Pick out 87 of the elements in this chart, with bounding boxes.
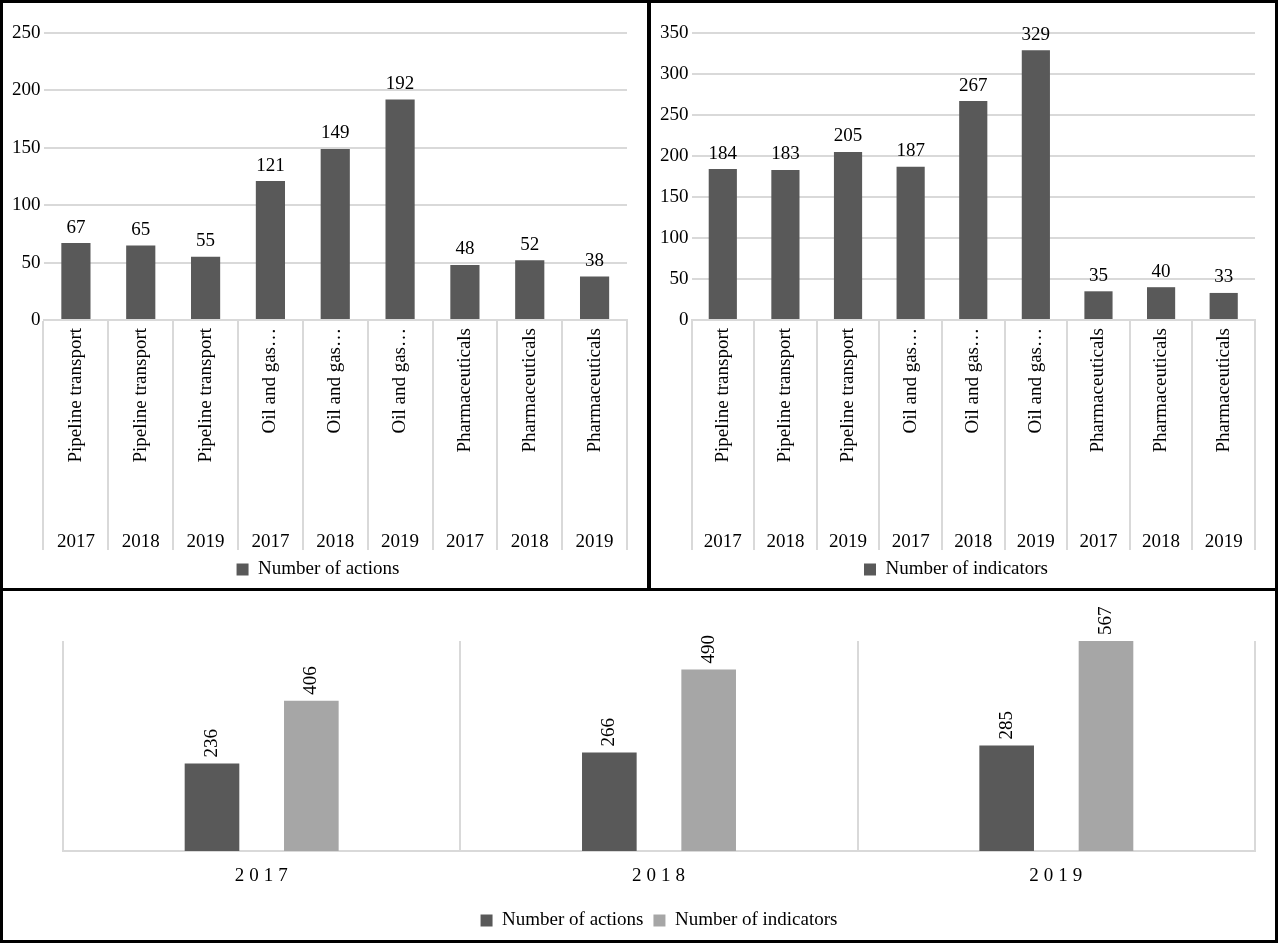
legend-label: Number of actions xyxy=(258,557,400,579)
data-label: 236 xyxy=(199,729,221,758)
bar xyxy=(1209,292,1238,319)
y-tick-label: 50 xyxy=(21,250,41,272)
y-tick-label: 350 xyxy=(660,20,689,42)
bar xyxy=(1147,287,1176,319)
data-label: 285 xyxy=(994,710,1016,740)
data-label: 205 xyxy=(833,124,863,146)
data-label: 40 xyxy=(1151,259,1171,281)
category-label: Oil and gas… 2018 xyxy=(316,328,355,551)
data-label: 48 xyxy=(455,237,475,259)
y-tick-label: 100 xyxy=(12,193,41,215)
bar xyxy=(1084,291,1113,319)
x-tick-label: 2018 xyxy=(632,863,690,885)
data-label: 187 xyxy=(896,139,925,161)
category-label: Pharmaceuticals 2018 xyxy=(1142,328,1181,551)
data-label: 567 xyxy=(1093,606,1115,635)
data-label: 490 xyxy=(696,635,718,664)
category-label: Pharmaceuticals 2017 xyxy=(445,328,484,551)
data-label: 329 xyxy=(1021,22,1051,44)
bar xyxy=(681,669,736,851)
category-label: Pipeline transport 2017 xyxy=(56,328,95,551)
y-tick-label: 0 xyxy=(679,307,689,329)
data-label: 266 xyxy=(597,717,619,747)
bar xyxy=(284,700,339,851)
bar xyxy=(126,245,156,319)
category-label: Pharmaceuticals 2018 xyxy=(510,328,549,551)
y-tick-label: 0 xyxy=(31,307,41,329)
data-label: 406 xyxy=(299,666,321,695)
y-tick-label: 100 xyxy=(660,225,689,247)
data-label: 67 xyxy=(66,215,86,237)
category-label: Pharmaceuticals 2017 xyxy=(1079,328,1118,551)
bar xyxy=(184,763,240,851)
category-label: Oil and gas… 2019 xyxy=(1016,328,1055,551)
category-label: Pipeline transport 2018 xyxy=(121,328,160,551)
data-label: 149 xyxy=(321,121,350,143)
category-label: Pipeline transport 2017 xyxy=(703,328,742,551)
category-label: Oil and gas… 2019 xyxy=(381,328,420,551)
data-label: 33 xyxy=(1214,265,1234,287)
bar xyxy=(580,276,610,319)
data-label: 35 xyxy=(1088,263,1108,285)
bar xyxy=(708,169,737,319)
y-tick-label: 50 xyxy=(669,266,689,288)
data-label: 192 xyxy=(385,72,415,94)
x-tick-label: 2019 xyxy=(1029,863,1088,885)
data-label: 52 xyxy=(520,232,540,254)
y-tick-label: 200 xyxy=(12,78,41,100)
y-tick-label: 300 xyxy=(660,61,689,83)
bar xyxy=(979,745,1034,851)
bar xyxy=(1078,641,1134,851)
data-label: 183 xyxy=(771,142,800,164)
data-label: 55 xyxy=(196,229,216,251)
bar xyxy=(1021,50,1050,319)
y-tick-label: 150 xyxy=(660,184,689,206)
bar xyxy=(771,169,800,319)
y-tick-label: 250 xyxy=(12,20,41,42)
data-label: 65 xyxy=(131,217,151,239)
category-label: Pharmaceuticals 2019 xyxy=(575,328,614,551)
data-label: 121 xyxy=(256,153,285,175)
legend-label: Number of indicators xyxy=(674,908,838,930)
x-tick-label: 2017 xyxy=(234,863,293,885)
category-label: Pharmaceuticals 2019 xyxy=(1204,328,1243,551)
bar xyxy=(959,101,988,319)
legend-label: Number of actions xyxy=(502,908,644,930)
bar xyxy=(255,181,285,319)
bar xyxy=(896,166,925,319)
category-label: Oil and gas… 2017 xyxy=(891,328,930,551)
bar xyxy=(385,99,415,319)
category-label: Oil and gas… 2018 xyxy=(954,328,993,551)
bar xyxy=(833,151,863,319)
bar xyxy=(61,243,91,319)
category-label: Pipeline transport 2019 xyxy=(186,328,225,551)
bar xyxy=(191,256,221,319)
data-label: 267 xyxy=(959,73,988,95)
category-label: Oil and gas… 2017 xyxy=(251,328,290,551)
y-tick-label: 150 xyxy=(12,135,41,157)
category-label: Pipeline transport 2018 xyxy=(766,328,805,551)
bar xyxy=(582,752,637,851)
legend-label: Number of indicators xyxy=(885,557,1049,579)
category-label: Pipeline transport 2019 xyxy=(829,328,868,551)
bar xyxy=(450,264,480,319)
y-tick-label: 250 xyxy=(660,102,689,124)
bar xyxy=(515,260,545,319)
y-tick-label: 200 xyxy=(660,143,689,165)
bar xyxy=(320,148,350,319)
data-label: 38 xyxy=(585,248,605,270)
data-label: 184 xyxy=(708,141,738,163)
